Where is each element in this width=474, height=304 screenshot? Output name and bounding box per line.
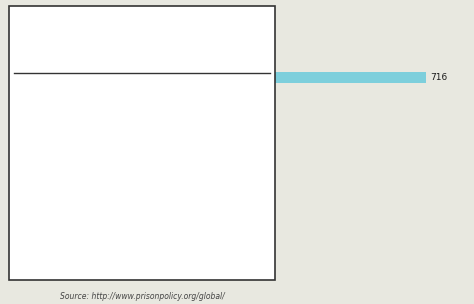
Bar [104, 257, 137, 268]
Text: AMONG FOUNDING NATO MEMBERS: AMONG FOUNDING NATO MEMBERS [19, 58, 180, 67]
Text: (per 100,000 population): (per 100,000 population) [104, 60, 192, 67]
Text: 108: 108 [156, 166, 173, 175]
Text: 716: 716 [430, 74, 447, 82]
Bar [104, 220, 141, 231]
Text: 72: 72 [140, 258, 152, 267]
Bar [104, 183, 152, 194]
Text: 73: 73 [141, 240, 152, 249]
Text: INCARCERATION RATE: INCARCERATION RATE [104, 46, 199, 54]
Text: 147: 147 [174, 92, 191, 101]
Text: Source: http://www.prisonpolicy.org/global/: Source: http://www.prisonpolicy.org/glob… [60, 292, 225, 301]
Bar [104, 109, 165, 120]
Bar [104, 72, 426, 84]
Bar [104, 128, 159, 139]
Text: 136: 136 [169, 110, 186, 119]
Bar [104, 146, 157, 157]
Bar [104, 239, 137, 250]
Text: 118: 118 [161, 147, 178, 156]
Text: 122: 122 [163, 129, 180, 138]
Bar [104, 202, 148, 213]
Bar [104, 165, 153, 176]
Text: 82: 82 [145, 221, 156, 230]
Bar [104, 91, 170, 102]
Text: 106: 106 [155, 184, 173, 193]
Text: INCARCERATION RATES: INCARCERATION RATES [19, 24, 253, 42]
Text: 98: 98 [152, 203, 164, 212]
